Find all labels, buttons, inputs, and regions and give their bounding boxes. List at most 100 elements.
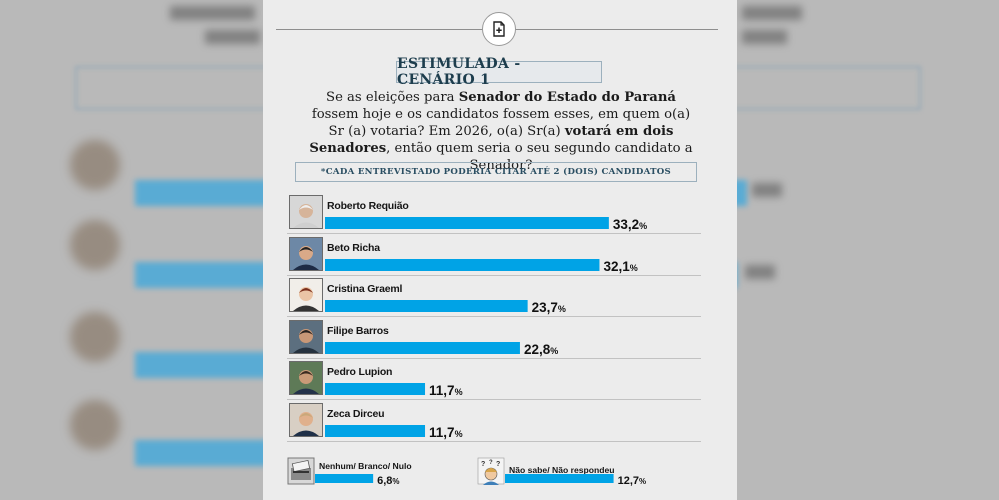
ghost-bar	[135, 180, 263, 206]
candidate-photo-icon	[290, 238, 322, 270]
question-text: , então quem seria o seu segundo candida…	[386, 141, 693, 173]
extra-label: Nenhum/ Branco/ Nulo	[319, 461, 412, 471]
svg-text:?: ?	[489, 460, 493, 466]
bar-value: 11,7	[429, 425, 455, 440]
extra-item-dont-know: ? ? ? Não sabe/ Não respondeu 12,7%	[477, 457, 677, 489]
candidate-name: Zeca Dirceu	[327, 408, 385, 420]
question-text: Se as eleições para	[326, 90, 459, 105]
bar-value-label: 33,2%	[613, 217, 647, 232]
ghost-text	[742, 6, 802, 20]
blurred-backdrop-left	[0, 0, 263, 500]
ghost-text	[742, 30, 787, 44]
ghost-text	[752, 183, 782, 197]
document-add-button[interactable]	[482, 12, 516, 46]
candidate-photo-icon	[290, 404, 322, 436]
note-text: *CADA ENTREVISTADO PODERIA CITAR ATÉ 2 (…	[320, 167, 672, 177]
candidate-name: Beto Richa	[327, 242, 380, 254]
bar-value: 23,7	[532, 300, 558, 315]
bar-unit: %	[455, 387, 463, 397]
bar	[325, 383, 426, 395]
ghost-box	[75, 66, 263, 110]
blurred-backdrop-right	[737, 0, 999, 500]
ghost-text	[745, 265, 775, 279]
candidate-name: Pedro Lupion	[327, 366, 393, 378]
bar-value: 22,8	[524, 342, 551, 357]
bar-value: 11,7	[429, 383, 455, 398]
bar	[325, 425, 426, 437]
ghost-face	[70, 312, 120, 362]
ghost-bar	[135, 262, 263, 288]
question-person-icon: ? ? ?	[477, 457, 505, 485]
bar	[325, 342, 520, 354]
extra-bar	[315, 474, 374, 483]
candidate-photo-icon	[290, 362, 322, 394]
bar-area: 11,7%	[325, 425, 463, 440]
extra-unit: %	[392, 477, 399, 486]
question-emphasis: votará em dois Senadores	[309, 124, 674, 156]
ghost-box	[737, 66, 921, 110]
row-divider	[287, 316, 701, 317]
extra-bar	[505, 474, 614, 483]
candidate-name: Filipe Barros	[327, 325, 389, 337]
candidate-name: Cristina Graeml	[327, 283, 403, 295]
ghost-text	[170, 6, 255, 20]
bar-value-label: 23,7%	[532, 300, 566, 315]
extra-bar-area: 12,7%	[505, 474, 647, 487]
bar-unit: %	[630, 263, 638, 273]
bar-area: 33,2%	[325, 217, 647, 232]
ballot-box-icon	[287, 457, 315, 485]
bar-area: 23,7%	[325, 300, 566, 315]
ghost-bar	[737, 180, 747, 206]
extra-label: Não sabe/ Não respondeu	[509, 465, 615, 475]
bar-value-label: 11,7%	[429, 425, 463, 440]
candidate-photo-icon	[290, 196, 322, 228]
bar-value-label: 11,7%	[429, 383, 463, 398]
candidate-photo-icon	[290, 321, 322, 353]
candidate-row: Filipe Barros 22,8%	[287, 318, 701, 359]
candidate-photo	[289, 237, 323, 271]
survey-question: Se as eleições para Senador do Estado do…	[307, 89, 695, 174]
ghost-face	[70, 400, 120, 450]
bar-value: 32,1	[603, 259, 630, 274]
extra-value: 6,8	[377, 475, 392, 487]
infographic-panel: ESTIMULADA - CENÁRIO 1 Se as eleições pa…	[263, 0, 737, 500]
candidate-row: Pedro Lupion 11,7%	[287, 359, 701, 400]
candidate-row: Beto Richa 32,1%	[287, 235, 701, 276]
ghost-bar	[135, 440, 263, 466]
question-emphasis: Senador do Estado do Paraná	[458, 90, 676, 105]
candidate-name: Roberto Requião	[327, 200, 409, 212]
bar-unit: %	[455, 429, 463, 439]
question-text: fossem hoje e os candidatos fossem esses…	[311, 107, 691, 139]
row-divider	[287, 233, 701, 234]
bar	[325, 259, 600, 271]
ghost-bar	[135, 352, 263, 378]
candidate-photo-icon	[290, 279, 322, 311]
row-divider	[287, 358, 701, 359]
ghost-face	[70, 220, 120, 270]
bar-value: 33,2	[613, 217, 639, 232]
svg-text:?: ?	[481, 461, 485, 468]
extra-item-none: Nenhum/ Branco/ Nulo 6,8%	[287, 457, 467, 489]
row-divider	[287, 399, 701, 400]
scenario-title-box: ESTIMULADA - CENÁRIO 1	[396, 56, 602, 88]
candidate-photo	[289, 403, 323, 437]
bar-value-label: 32,1%	[603, 259, 637, 274]
candidate-photo	[289, 195, 323, 229]
note-box: *CADA ENTREVISTADO PODERIA CITAR ATÉ 2 (…	[295, 162, 697, 182]
candidate-photo	[289, 278, 323, 312]
bar	[325, 217, 609, 229]
row-divider	[287, 441, 701, 442]
bar	[325, 300, 528, 312]
bar-unit: %	[639, 221, 647, 231]
candidate-row: Cristina Graeml 23,7%	[287, 276, 701, 317]
extra-value-label: 12,7%	[618, 475, 647, 487]
bar-area: 11,7%	[325, 383, 463, 398]
ghost-face	[70, 140, 120, 190]
document-plus-icon	[493, 21, 505, 37]
extra-unit: %	[639, 477, 646, 486]
bar-value-label: 22,8%	[524, 342, 558, 357]
candidate-row: Roberto Requião 33,2%	[287, 193, 701, 234]
row-divider	[287, 275, 701, 276]
extra-value: 12,7	[618, 475, 639, 487]
extra-bar-area: 6,8%	[315, 474, 400, 487]
